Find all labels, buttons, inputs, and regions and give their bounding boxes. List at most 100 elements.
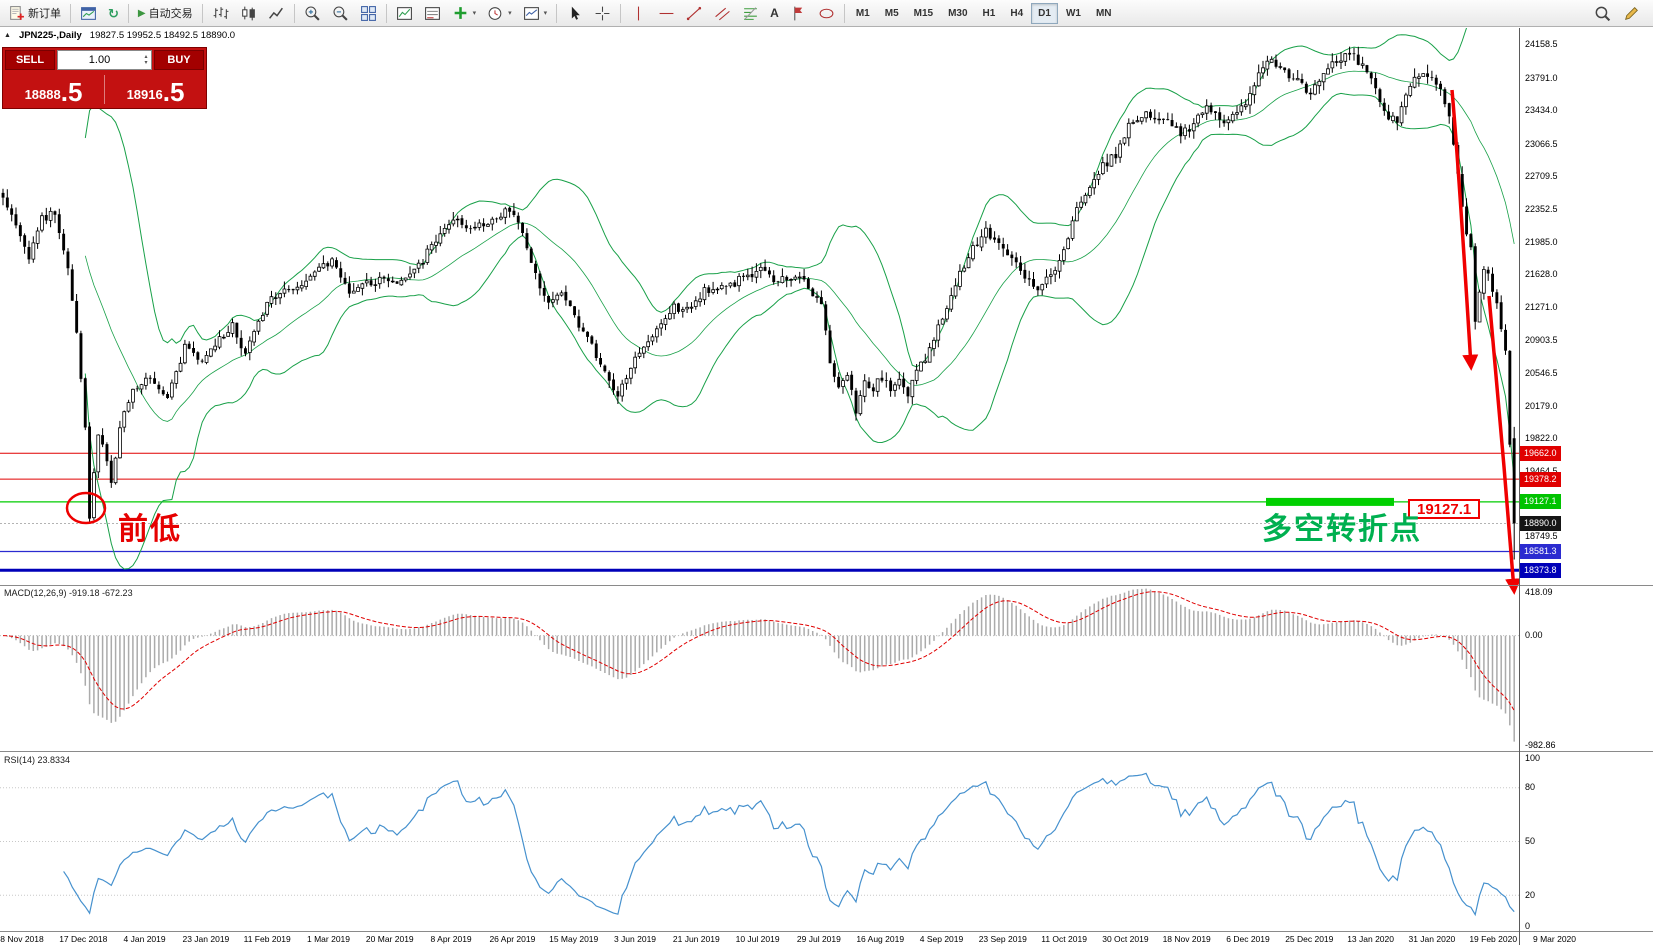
macd-signal-line <box>2 591 1515 711</box>
chart-collapse-icon[interactable]: ▲ <box>4 32 11 39</box>
chevron-down-icon: ▾ <box>543 10 548 17</box>
decline-arrow-1[interactable] <box>1450 89 1479 371</box>
candlestick-chart-button[interactable] <box>235 2 262 25</box>
zoom-in-icon <box>304 5 321 22</box>
date-label: 21 Jun 2019 <box>672 934 720 944</box>
toolbar-separator <box>201 3 203 23</box>
annotation-turning-point[interactable]: 多空转折点 <box>1262 513 1422 546</box>
trendline-button[interactable] <box>681 2 708 25</box>
macd-tick: -982.86 <box>1525 740 1556 750</box>
timeframe-m1[interactable]: M1 <box>849 3 877 24</box>
toolbar-separator <box>620 3 622 23</box>
refresh-button[interactable]: ↻ <box>103 2 124 25</box>
templates-button[interactable]: ▾ <box>518 2 553 25</box>
price-tick: 23434.0 <box>1525 105 1558 116</box>
timeframe-m15[interactable]: M15 <box>907 3 940 24</box>
price-flag-19127[interactable]: 19127.1 <box>1408 499 1481 519</box>
sell-price[interactable]: 18888.5 <box>3 71 104 108</box>
objects-list-icon <box>424 5 441 22</box>
panel-separator-rsi[interactable] <box>0 751 1653 752</box>
date-label: 4 Jan 2019 <box>123 934 166 944</box>
volume-up-icon[interactable]: ▴ <box>144 54 148 60</box>
date-label: 17 Dec 2018 <box>59 934 108 944</box>
line-chart-button[interactable] <box>263 2 290 25</box>
fibonacci-button[interactable] <box>737 2 764 25</box>
date-label: 18 Nov 2019 <box>1162 934 1211 944</box>
price-tick: 22352.5 <box>1525 203 1558 214</box>
price-tick: 21271.0 <box>1525 301 1558 312</box>
chart-canvas[interactable] <box>0 28 1519 945</box>
toolbar-separator <box>843 3 845 23</box>
pencil-button[interactable] <box>1618 2 1645 25</box>
timeframe-mn[interactable]: MN <box>1089 3 1119 24</box>
macd-histogram <box>6 588 1515 742</box>
annotation-prev-low[interactable]: 前低 <box>118 513 182 546</box>
cursor-button[interactable] <box>561 2 588 25</box>
timeframe-d1[interactable]: D1 <box>1031 2 1058 24</box>
panel-separator-macd[interactable] <box>0 585 1653 586</box>
timeframe-h1[interactable]: H1 <box>976 3 1003 24</box>
date-label: 8 Apr 2019 <box>430 934 472 944</box>
price-tick: 21628.0 <box>1525 269 1558 280</box>
price-tick: 23066.5 <box>1525 138 1558 149</box>
bar-chart-icon <box>212 5 229 22</box>
label-tool-button[interactable] <box>785 2 812 25</box>
date-label: 13 Jan 2020 <box>1347 934 1394 944</box>
rsi-line <box>63 772 1515 917</box>
bar-chart-button[interactable] <box>207 2 234 25</box>
price-tick: 18749.5 <box>1525 530 1558 541</box>
date-axis: 8 Nov 2018 17 Dec 2018 4 Jan 2019 23 Jan 20… <box>0 932 1653 945</box>
tile-windows-button[interactable] <box>355 2 382 25</box>
horizontal-line-button[interactable] <box>653 2 680 25</box>
volume-stepper[interactable]: ▴ ▾ <box>141 54 151 66</box>
vertical-line-button[interactable] <box>625 2 652 25</box>
volume-value[interactable]: 1.00 <box>88 54 111 66</box>
buy-price-main: 18916 <box>126 87 163 102</box>
price-tick: 21985.0 <box>1525 236 1558 247</box>
sell-price-main: 18888 <box>24 87 61 102</box>
buy-price[interactable]: 18916.5 <box>105 71 206 108</box>
channel-button[interactable] <box>709 2 736 25</box>
price-tag: 18373.8 <box>1520 562 1561 578</box>
decline-arrow-2[interactable] <box>1487 295 1519 595</box>
buy-button[interactable]: BUY <box>154 50 204 70</box>
search-button[interactable] <box>1589 2 1616 25</box>
new-chart-button[interactable] <box>75 2 102 25</box>
autotrading-button[interactable]: ▶ 自动交易 <box>133 2 198 25</box>
price-tag: 18890.0 <box>1520 515 1561 531</box>
timeframe-h4[interactable]: H4 <box>1003 3 1030 24</box>
zoom-in-button[interactable] <box>299 2 326 25</box>
price-tick: 20546.5 <box>1525 367 1558 378</box>
text-tool-button[interactable]: A <box>765 2 784 25</box>
timeframe-m30[interactable]: M30 <box>941 3 974 24</box>
ellipse-tool-button[interactable] <box>813 2 840 25</box>
rsi-label: RSI(14) 23.8334 <box>4 755 71 765</box>
add-indicator-button[interactable]: ▾ <box>447 2 482 25</box>
zoom-out-button[interactable] <box>327 2 354 25</box>
date-label: 15 May 2019 <box>549 934 599 944</box>
timeframe-m5[interactable]: M5 <box>878 3 906 24</box>
prev-low-circle[interactable] <box>65 491 107 525</box>
buy-price-pips: .5 <box>162 77 185 107</box>
date-label: 26 Apr 2019 <box>489 934 536 944</box>
date-label: 29 Jul 2019 <box>796 934 841 944</box>
rsi-tick: 100 <box>1525 753 1541 763</box>
cursor-icon <box>566 5 583 22</box>
date-label: 16 Aug 2019 <box>856 934 905 944</box>
main-panel <box>0 28 1519 572</box>
chevron-down-icon: ▾ <box>472 10 477 17</box>
tile-windows-icon <box>360 5 377 22</box>
crosshair-button[interactable] <box>589 2 616 25</box>
indicators-window-button[interactable] <box>391 2 418 25</box>
sell-button[interactable]: SELL <box>5 50 55 70</box>
new-order-button[interactable]: 新订单 <box>3 2 66 25</box>
volume-down-icon[interactable]: ▾ <box>144 60 148 66</box>
price-tick: 24158.5 <box>1525 39 1558 50</box>
volume-input[interactable]: 1.00 ▴ ▾ <box>57 50 152 70</box>
timeframe-w1[interactable]: W1 <box>1059 3 1088 24</box>
candles-up <box>31 53 1486 519</box>
periods-button[interactable]: ▾ <box>482 2 517 25</box>
objects-list-button[interactable] <box>419 2 446 25</box>
fibonacci-icon <box>742 5 759 22</box>
green-highlight-segment[interactable] <box>1266 497 1394 506</box>
